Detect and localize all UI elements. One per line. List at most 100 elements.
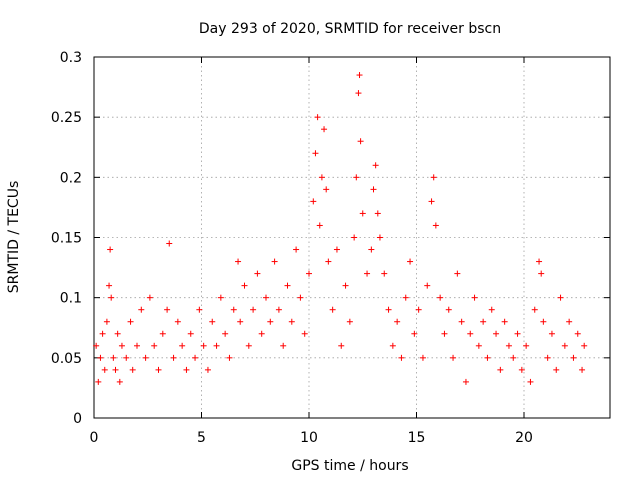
data-point: [505, 342, 512, 349]
data-point: [258, 330, 265, 337]
data-point: [237, 318, 244, 325]
data-point: [170, 354, 177, 361]
data-point: [321, 126, 328, 133]
data-point: [518, 366, 525, 373]
data-point: [381, 270, 388, 277]
data-point: [314, 114, 321, 121]
data-point: [230, 306, 237, 313]
data-point: [123, 354, 130, 361]
data-point: [222, 330, 229, 337]
data-point: [275, 306, 282, 313]
data-point: [280, 342, 287, 349]
data-point: [301, 330, 308, 337]
data-point: [372, 162, 379, 169]
tick-label-layer: 0 5 10 15 20 0 0.05 0.1 0.15 0.2 0.25 0.3: [51, 50, 533, 446]
data-point: [355, 90, 362, 97]
data-point: [394, 318, 401, 325]
data-point: [561, 342, 568, 349]
data-point: [97, 354, 104, 361]
data-point: [432, 222, 439, 229]
data-point: [142, 354, 149, 361]
data-point: [445, 306, 452, 313]
data-point: [183, 366, 190, 373]
data-point: [454, 270, 461, 277]
data-point: [245, 342, 252, 349]
data-point: [540, 318, 547, 325]
data-point: [103, 318, 110, 325]
data-point: [544, 354, 551, 361]
data-point: [146, 294, 153, 301]
tick-layer: [93, 56, 610, 419]
data-point: [333, 246, 340, 253]
data-point: [346, 318, 353, 325]
data-point: [200, 342, 207, 349]
data-point: [318, 174, 325, 181]
data-point: [364, 270, 371, 277]
data-point: [450, 354, 457, 361]
y-tick-label: 0.3: [60, 50, 82, 66]
data-point: [523, 342, 530, 349]
data-point: [209, 318, 216, 325]
data-point: [293, 246, 300, 253]
data-point: [250, 306, 257, 313]
data-point: [196, 306, 203, 313]
data-point: [501, 318, 508, 325]
data-point: [187, 330, 194, 337]
data-point: [204, 366, 211, 373]
data-point: [134, 342, 140, 349]
y-tick-label: 0.1: [60, 291, 82, 307]
data-point: [356, 72, 363, 79]
data-point: [376, 234, 383, 241]
data-point: [370, 186, 377, 193]
data-point: [484, 354, 491, 361]
data-point: [497, 366, 504, 373]
y-tick-label: 0.25: [51, 110, 82, 126]
data-point: [488, 306, 495, 313]
x-axis-title: GPS time / hours: [291, 458, 408, 474]
data-point: [411, 330, 418, 337]
data-point: [179, 342, 186, 349]
data-point: [263, 294, 269, 301]
data-point: [527, 378, 534, 385]
data-point: [570, 354, 577, 361]
data-point: [385, 306, 392, 313]
data-point: [458, 318, 465, 325]
data-point: [310, 198, 317, 205]
data-point: [138, 306, 145, 313]
data-point: [288, 318, 295, 325]
data-point: [114, 330, 121, 337]
x-tick-label: 0: [90, 430, 99, 446]
data-point: [107, 246, 114, 253]
data-point: [514, 330, 521, 337]
data-point: [110, 354, 117, 361]
data-point: [579, 366, 586, 373]
data-point: [95, 378, 102, 385]
data-point: [574, 330, 581, 337]
data-point: [475, 342, 482, 349]
data-point: [116, 378, 123, 385]
points-layer: [93, 72, 588, 385]
data-point: [480, 318, 487, 325]
y-tick-label: 0.2: [60, 170, 82, 186]
data-point: [462, 378, 469, 385]
data-point: [151, 342, 158, 349]
y-tick-label: 0.05: [51, 351, 82, 367]
x-tick-label: 15: [408, 430, 426, 446]
data-point: [437, 294, 444, 301]
data-point: [389, 342, 396, 349]
data-point: [536, 258, 543, 265]
data-point: [118, 342, 125, 349]
data-point: [398, 354, 405, 361]
data-point: [342, 282, 349, 289]
data-point: [316, 222, 323, 229]
data-point: [267, 318, 274, 325]
x-tick-label: 10: [300, 430, 318, 446]
data-point: [99, 330, 106, 337]
data-point: [101, 366, 108, 373]
data-point: [430, 174, 437, 181]
data-point: [127, 318, 134, 325]
data-point: [217, 294, 224, 301]
data-point: [531, 306, 538, 313]
data-point: [338, 342, 345, 349]
